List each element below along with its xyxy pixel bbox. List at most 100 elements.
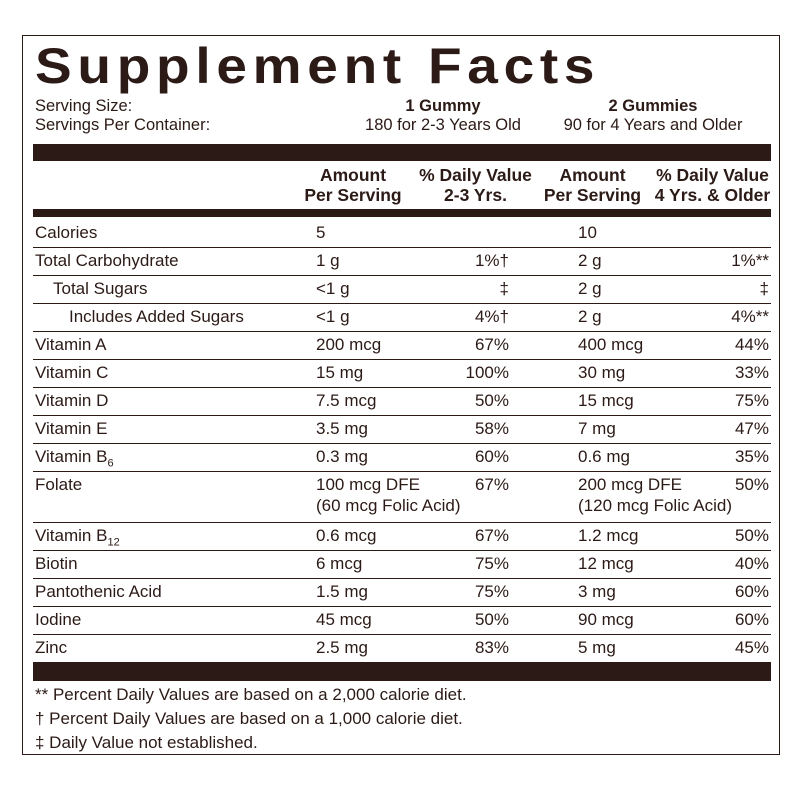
daily-value: 75% xyxy=(474,554,509,573)
serving-value: 2 Gummies xyxy=(608,97,698,115)
row-rule xyxy=(33,331,771,332)
amount: 100 mcg DFE xyxy=(316,475,420,494)
daily-value: 60% xyxy=(474,447,509,466)
nutrient-name-text: Vitamin C xyxy=(35,363,109,382)
amount: 1 g xyxy=(316,251,340,270)
daily-value: ‡ xyxy=(759,279,769,298)
row-rule xyxy=(33,550,771,551)
daily-value: 1%† xyxy=(474,251,509,270)
serving-value: 1 Gummy xyxy=(405,97,481,115)
amount: 0.6 mcg xyxy=(316,526,377,545)
nutrient-name: Iodine xyxy=(35,610,81,630)
row-rule xyxy=(33,471,771,472)
amount: 5 mg xyxy=(578,638,616,657)
daily-value: 44% xyxy=(734,335,769,354)
nutrient-name-text: Zinc xyxy=(35,638,68,657)
column-header: Amount xyxy=(319,165,387,185)
column-header: Per Serving xyxy=(543,185,642,205)
amount: 12 mcg xyxy=(578,554,634,573)
amount: 90 mcg xyxy=(578,610,634,629)
daily-value: 60% xyxy=(734,610,769,629)
nutrient-name: Calories xyxy=(35,223,97,243)
amount: <1 g xyxy=(316,279,350,298)
row-rule xyxy=(33,303,771,304)
daily-value: 67% xyxy=(474,335,509,354)
row-rule xyxy=(33,606,771,607)
footnote: ** Percent Daily Values are based on a 2… xyxy=(35,685,467,704)
nutrient-name: Total Carbohydrate xyxy=(35,251,179,271)
daily-value: 40% xyxy=(734,554,769,573)
amount: 10 xyxy=(578,223,597,242)
title: Supplement Facts xyxy=(35,38,601,94)
nutrient-name-text: Includes Added Sugars xyxy=(69,307,244,326)
daily-value: 33% xyxy=(734,363,769,382)
nutrient-name-text: Vitamin E xyxy=(35,419,108,438)
daily-value: 67% xyxy=(474,526,509,545)
daily-value: 83% xyxy=(474,638,509,657)
amount: 3 mg xyxy=(578,582,616,601)
nutrient-name-text: Total Sugars xyxy=(53,279,148,298)
amount: 400 mcg xyxy=(578,335,644,354)
daily-value: 45% xyxy=(734,638,769,657)
amount: 200 mcg xyxy=(316,335,382,354)
column-header: Per Serving xyxy=(304,185,402,205)
amount: 2 g xyxy=(578,251,602,270)
amount: 2 g xyxy=(578,307,602,326)
nutrient-name: Vitamin E xyxy=(35,419,107,439)
amount-note: (120 mcg Folic Acid) xyxy=(578,496,732,515)
row-rule xyxy=(33,634,771,635)
nutrient-name: Vitamin A xyxy=(35,335,107,355)
amount: 1.5 mg xyxy=(316,582,368,601)
column-header: % Daily Value xyxy=(419,165,532,185)
nutrient-name: Biotin xyxy=(35,554,78,574)
row-rule xyxy=(33,247,771,248)
nutrient-name-text: Vitamin A xyxy=(35,335,107,354)
footnote: ‡ Daily Value not established. xyxy=(35,733,258,752)
daily-value: 75% xyxy=(734,391,769,410)
nutrient-name: Vitamin B6 xyxy=(35,447,114,473)
daily-value: 50% xyxy=(734,526,769,545)
amount: 1.2 mcg xyxy=(578,526,639,545)
nutrient-name: Vitamin C xyxy=(35,363,108,383)
amount: 30 mg xyxy=(578,363,626,382)
daily-value: ‡ xyxy=(499,279,509,298)
row-rule xyxy=(33,443,771,444)
nutrient-name: Folate xyxy=(35,475,82,495)
amount: 2.5 mg xyxy=(316,638,368,657)
row-rule xyxy=(33,275,771,276)
daily-value: 67% xyxy=(474,475,509,494)
thick-rule xyxy=(33,144,771,161)
daily-value: 100% xyxy=(465,363,509,382)
amount: 3.5 mg xyxy=(316,419,368,438)
column-header: 2-3 Yrs. xyxy=(444,185,507,205)
nutrient-name-text: Calories xyxy=(35,223,98,242)
row-rule xyxy=(33,359,771,360)
nutrient-name: Vitamin B12 xyxy=(35,526,120,552)
amount: 200 mcg DFE xyxy=(578,475,682,494)
daily-value: 75% xyxy=(474,582,509,601)
nutrient-name: Total Sugars xyxy=(53,279,148,299)
column-header: Amount xyxy=(559,165,626,185)
daily-value: 50% xyxy=(474,391,509,410)
nutrient-subscript: 6 xyxy=(107,457,114,470)
nutrient-name-text: Vitamin B xyxy=(35,447,108,466)
daily-value: 47% xyxy=(734,419,769,438)
amount: 45 mcg xyxy=(316,610,372,629)
amount: 7 mg xyxy=(578,419,616,438)
nutrient-name-text: Folate xyxy=(35,475,83,494)
thick-rule xyxy=(33,662,771,681)
daily-value: 4%† xyxy=(474,307,509,326)
serving-label: Servings Per Container: xyxy=(35,116,211,134)
amount: 5 xyxy=(316,223,326,242)
nutrient-name: Pantothenic Acid xyxy=(35,582,162,602)
serving-value: 90 for 4 Years and Older xyxy=(563,116,743,134)
row-rule xyxy=(33,387,771,388)
nutrient-subscript: 12 xyxy=(107,536,120,549)
amount: <1 g xyxy=(316,307,350,326)
row-rule xyxy=(33,578,771,579)
supplement-facts-panel: Supplement Facts Serving Size: 1 Gummy 2 G… xyxy=(22,35,780,755)
medium-rule xyxy=(33,209,771,217)
nutrient-name-text: Total Carbohydrate xyxy=(35,251,179,270)
amount: 6 mcg xyxy=(316,554,363,573)
